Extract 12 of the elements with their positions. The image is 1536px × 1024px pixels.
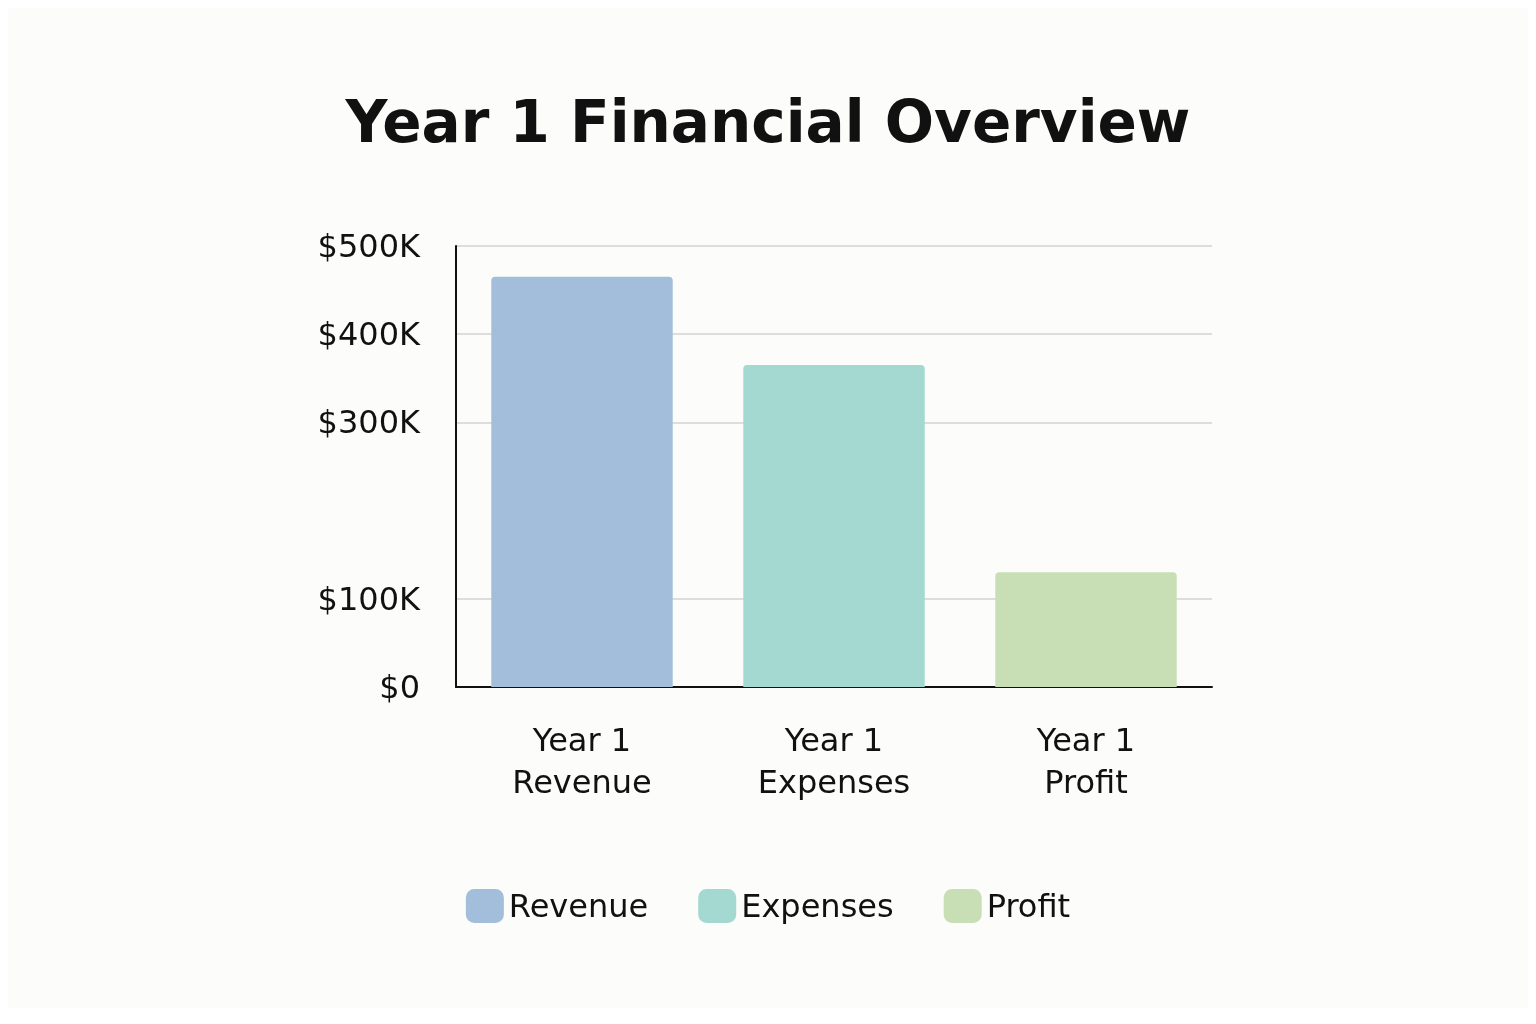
y-tick-label: $100K xyxy=(317,579,422,618)
x-tick-label: Year 1 Revenue xyxy=(512,721,652,801)
y-tick-label: $500K xyxy=(317,227,422,265)
chart-title: Year 1 Financial Overview xyxy=(344,88,1191,156)
legend-label: Profit xyxy=(986,887,1071,925)
legend-label: Revenue xyxy=(508,887,649,925)
legend-label: Expenses xyxy=(741,887,894,925)
y-tick-label: $0 xyxy=(379,668,420,706)
y-tick-label: $400K xyxy=(317,315,422,354)
y-tick-label: $300K xyxy=(317,403,422,442)
x-tick-label: Year 1 Expenses xyxy=(757,721,911,801)
x-tick-label: Year 1 Profit xyxy=(1035,721,1136,801)
